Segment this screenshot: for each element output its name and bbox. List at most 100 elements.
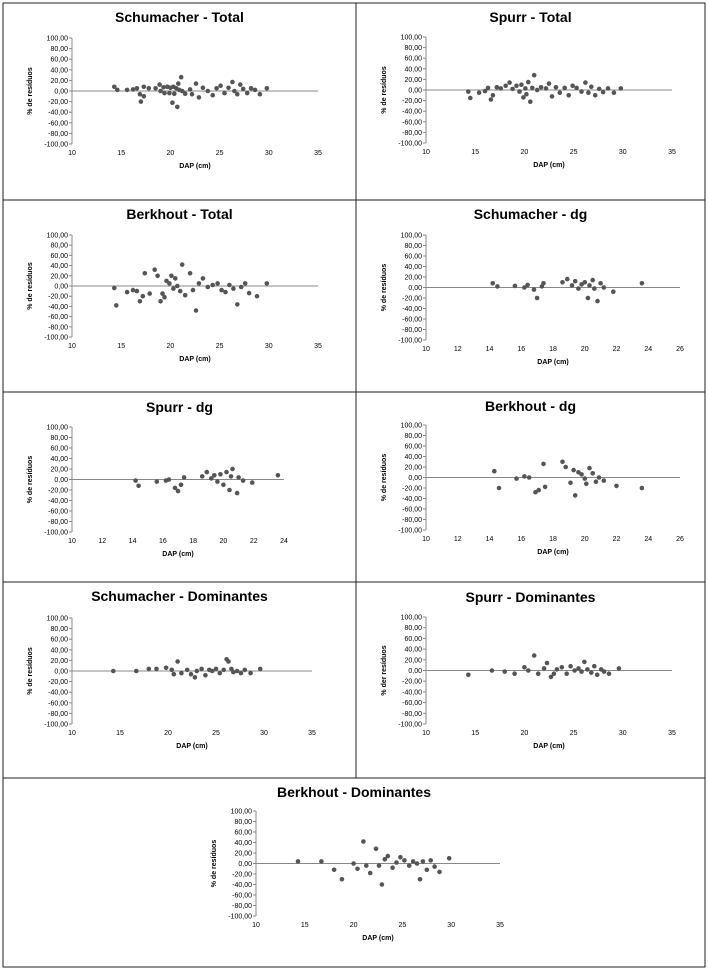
scatter-panel-4: Schumacher - dg100,0080,0060,0040,0020,0… [381,206,684,366]
data-point [146,86,152,91]
data-point [171,671,177,677]
x-tick-label: 20 [220,538,228,545]
y-tick-label: 80,00 [50,435,68,442]
y-axis-label: % de resíduos [381,66,388,114]
scatter-panel-9: Berkhout - Dominantes100,0080,0060,0040,… [211,784,504,942]
y-tick-label: 60,00 [404,56,422,63]
data-point [398,854,403,860]
data-point [390,865,395,870]
data-point [594,672,600,678]
data-point [382,857,388,862]
data-point [541,281,546,286]
y-tick-label: 40,00 [234,840,252,847]
data-point [152,267,157,273]
data-point [140,293,146,299]
y-tick-label: 60,00 [404,254,422,261]
x-tick-label: 20 [167,150,175,157]
data-point [534,295,540,301]
data-point [514,476,519,481]
y-tick-label: 100,00 [47,616,69,623]
data-point [592,93,598,98]
data-point [192,675,198,680]
data-point [134,668,139,674]
data-point [248,670,253,676]
y-tick-label: 60,00 [50,57,68,64]
x-tick-label: 18 [189,538,197,545]
y-tick-label: 20,00 [404,465,422,472]
x-tick-label: 14 [129,538,137,545]
data-point [394,860,399,865]
data-point [319,859,324,864]
data-point [571,467,576,473]
chart-title: Schumacher - Total [115,9,244,25]
x-axis-label: DAP (cm) [176,743,207,750]
data-point [512,283,518,289]
x-axis-label: DAP (cm) [362,935,393,942]
scatter-panel-1: Schumacher - Total100,0080,0060,0040,002… [27,9,322,170]
y-tick-label: -60,00 [48,509,68,516]
y-tick-label: -80,00 [232,903,252,910]
x-tick-label: 26 [676,536,684,543]
data-point [466,672,471,678]
y-tick-label: 0,00 [408,88,422,95]
data-point [601,478,607,483]
x-tick-label: 16 [517,346,525,353]
data-point [254,293,260,299]
data-point [248,86,254,91]
x-tick-label: 20 [581,536,589,543]
x-tick-label: 30 [260,730,268,737]
y-tick-label: 0,00 [238,861,252,868]
data-point [593,479,599,485]
data-point [414,861,420,866]
data-point [181,475,187,480]
x-tick-label: 30 [619,730,627,737]
data-point [170,100,175,105]
y-axis-label: % der resíduos [381,645,388,695]
data-point [553,85,559,90]
y-tick-label: -80,00 [402,711,422,718]
y-tick-label: -20,00 [402,296,422,303]
data-point [559,665,565,670]
data-point [482,88,488,94]
y-tick-label: 60,00 [404,636,422,643]
data-point [221,667,226,673]
data-point [136,483,141,489]
data-point [437,869,442,875]
data-point [586,90,591,95]
data-point [565,276,570,282]
x-tick-label: 20 [164,730,172,737]
x-tick-label: 24 [644,536,652,543]
y-tick-label: 40,00 [50,67,68,74]
data-point [592,286,597,291]
x-tick-label: 10 [252,922,260,929]
data-point [584,481,589,487]
y-tick-label: 80,00 [404,625,422,632]
data-point [572,668,577,673]
data-point [141,94,147,99]
x-tick-label: 10 [422,149,430,156]
x-tick-label: 22 [613,536,621,543]
y-tick-label: -60,00 [402,507,422,514]
x-tick-label: 35 [308,730,316,737]
data-point [157,82,162,87]
y-axis-label: % de resíduos [381,264,388,312]
data-point [410,859,416,864]
data-point [172,91,177,96]
data-point [209,476,214,481]
data-point [179,670,184,676]
data-point [639,281,645,286]
x-axis-label: DAP (cm) [537,359,568,366]
y-tick-label: -20,00 [48,99,68,106]
data-point [240,478,246,483]
x-tick-label: 20 [521,149,529,156]
data-point [178,74,184,80]
data-point [141,84,147,90]
data-point [526,79,531,85]
data-point [112,84,117,90]
data-point [364,863,369,868]
data-point [361,839,366,844]
data-point [530,85,535,91]
y-tick-label: -60,00 [402,119,422,126]
data-point [583,80,588,85]
data-point [517,89,522,94]
